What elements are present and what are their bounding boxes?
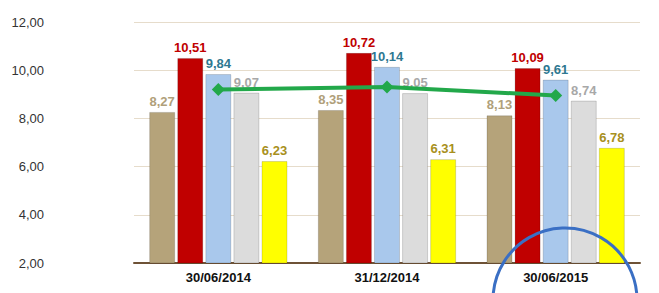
svg-text:8,13: 8,13: [487, 97, 512, 112]
svg-text:8,35: 8,35: [318, 92, 343, 107]
svg-text:10,09: 10,09: [511, 50, 544, 65]
svg-text:8,74: 8,74: [571, 83, 597, 98]
svg-text:6,23: 6,23: [262, 143, 287, 158]
svg-text:6,00: 6,00: [19, 159, 44, 174]
svg-text:4,00: 4,00: [19, 207, 44, 222]
svg-text:9,84: 9,84: [206, 56, 232, 71]
svg-text:10,51: 10,51: [174, 40, 207, 55]
svg-text:12,00: 12,00: [11, 15, 44, 30]
svg-text:30/06/2014: 30/06/2014: [186, 270, 252, 285]
svg-text:10,00: 10,00: [11, 63, 44, 78]
svg-text:9,07: 9,07: [233, 74, 260, 90]
svg-text:9,61: 9,61: [543, 62, 568, 77]
svg-text:9,05: 9,05: [402, 75, 428, 91]
svg-text:6,31: 6,31: [431, 141, 456, 156]
svg-text:10,14: 10,14: [371, 49, 404, 64]
svg-text:8,27: 8,27: [150, 94, 175, 109]
svg-text:2,00: 2,00: [19, 256, 44, 271]
svg-text:6,78: 6,78: [599, 130, 624, 145]
svg-text:8,00: 8,00: [19, 111, 44, 126]
svg-text:30/06/2015: 30/06/2015: [523, 270, 588, 285]
svg-text:10,72: 10,72: [343, 35, 376, 50]
svg-text:31/12/2014: 31/12/2014: [354, 270, 420, 285]
